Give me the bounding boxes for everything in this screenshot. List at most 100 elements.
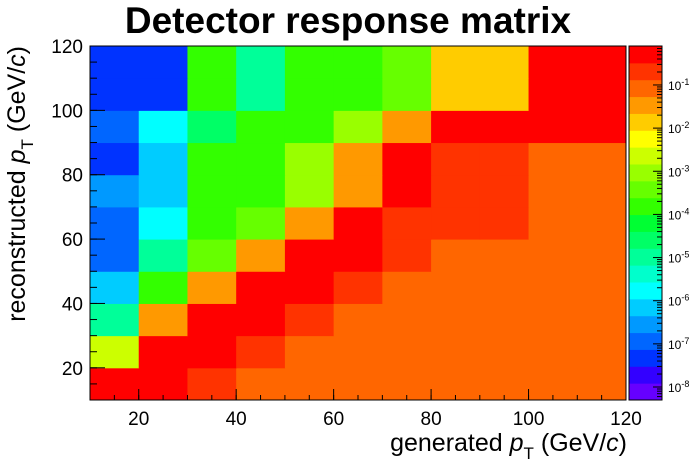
color-scale-bar <box>628 45 663 401</box>
x-tick-label: 120 <box>610 409 642 430</box>
heatmap-cell <box>236 78 286 111</box>
heatmap-cell <box>479 239 530 272</box>
heatmap-cell <box>577 110 627 144</box>
heatmap-cell <box>333 142 383 176</box>
y-axis-label-sub: T <box>18 139 37 149</box>
heatmap-cell <box>528 206 578 240</box>
heatmap-cell <box>138 335 188 369</box>
y-axis-ticks: 20 40 60 80 100 120 <box>51 37 105 401</box>
heatmap-cell <box>382 174 432 208</box>
heatmap-cell <box>187 303 237 337</box>
heatmap-cell <box>333 110 383 144</box>
heatmap-cell <box>382 206 432 240</box>
heatmap-cell <box>284 271 335 304</box>
heatmap-cell <box>431 271 481 304</box>
heatmap-cell <box>479 303 530 337</box>
heatmap-cell <box>90 142 140 176</box>
color-scale-segment <box>629 96 662 114</box>
y-axis-label-var: p <box>3 149 31 164</box>
heatmap-cell <box>528 78 578 111</box>
heatmap-cell <box>431 46 481 79</box>
color-scale-segment <box>629 231 662 249</box>
heatmap-cell <box>236 110 286 144</box>
heatmap-cell <box>528 335 578 369</box>
y-tick-label: 60 <box>62 230 83 251</box>
heatmap-cell <box>90 46 140 79</box>
x-tick-label: 40 <box>226 409 247 430</box>
heatmap-cell <box>577 303 627 337</box>
heatmap-cell <box>90 174 140 208</box>
y-tick-label: 20 <box>62 359 83 380</box>
y-axis-label: reconstructed pT (GeV/c) <box>3 46 37 322</box>
heatmap-cell <box>333 271 383 304</box>
heatmap-cell <box>284 239 335 272</box>
color-scale-segment <box>629 130 662 148</box>
heatmap-cell <box>236 239 286 272</box>
color-scale-segment <box>629 62 662 81</box>
color-scale-segment <box>629 248 662 266</box>
heatmap-cell <box>431 174 481 208</box>
heatmap-cell <box>431 303 481 337</box>
y-axis-label-unit-close: ) <box>3 46 31 54</box>
heatmap-cell <box>528 46 578 79</box>
heatmap-cell <box>333 46 383 79</box>
heatmap-cell <box>479 271 530 304</box>
color-scale-segment <box>629 298 662 317</box>
heatmap-cell <box>479 174 530 208</box>
color-scale-segment <box>629 46 662 64</box>
y-tick-label: 120 <box>51 37 83 58</box>
heatmap-cell <box>284 335 335 369</box>
y-tick-label: 100 <box>51 101 83 122</box>
heatmap-cell <box>431 206 481 240</box>
heatmap-cell <box>187 78 237 111</box>
x-tick-label: 60 <box>323 409 344 430</box>
heatmap-cell <box>577 239 627 272</box>
heatmap-cell <box>138 46 188 79</box>
heatmap-cell <box>236 174 286 208</box>
y-axis-label-unit-c: c <box>3 54 31 67</box>
x-axis-label-sub: T <box>524 444 534 463</box>
x-axis-label: generated pT (GeV/c) <box>390 429 627 463</box>
heatmap-cell <box>333 78 383 111</box>
heatmap-cell <box>577 78 627 111</box>
x-axis-ticks: 20 40 60 80 100 120 <box>89 389 642 430</box>
heatmap-cell <box>528 239 578 272</box>
heatmap-cell <box>431 335 481 369</box>
y-tick-label: 40 <box>62 294 83 315</box>
heatmap-cell <box>138 110 188 144</box>
color-scale-segment <box>629 79 662 98</box>
color-scale-segment <box>629 383 662 401</box>
color-scale-segment <box>629 332 662 350</box>
heatmap-cell <box>187 271 237 304</box>
heatmap-cell <box>479 206 530 240</box>
heatmap-cell <box>333 335 383 369</box>
heatmap-cell <box>284 174 335 208</box>
heatmap-cell <box>90 239 140 272</box>
color-scale-segment <box>629 113 662 131</box>
heatmap-cell <box>236 46 286 79</box>
heatmap-cell <box>528 303 578 337</box>
heatmap-cell <box>187 335 237 369</box>
x-tick-label: 20 <box>128 409 149 430</box>
x-axis-label-unit-close: ) <box>619 429 627 457</box>
heatmap-cell <box>187 110 237 144</box>
x-tick-label: 80 <box>421 409 442 430</box>
heatmap-cell <box>284 110 335 144</box>
color-scale-tick-label: 10-1 <box>668 77 689 93</box>
heatmap-cell <box>187 239 237 272</box>
color-scale-tick-label: 10-5 <box>668 250 689 266</box>
heatmap-cell <box>236 206 286 240</box>
heatmap-cell <box>138 78 188 111</box>
heatmap-cell <box>138 303 188 337</box>
heatmap-cell <box>284 46 335 79</box>
heatmap-cell <box>284 206 335 240</box>
x-axis-label-unit-open: (GeV/ <box>534 429 606 457</box>
color-scale-tick-label: 10-3 <box>668 163 689 179</box>
x-axis-label-var: p <box>509 429 524 457</box>
heatmap-cell <box>187 142 237 176</box>
heatmap-cell <box>528 142 578 176</box>
heatmap-cell <box>382 110 432 144</box>
color-scale-segment <box>629 315 662 334</box>
y-tick-label: 80 <box>62 166 83 187</box>
